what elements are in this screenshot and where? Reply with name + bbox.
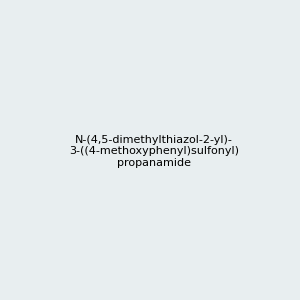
- Text: N-(4,5-dimethylthiazol-2-yl)-
3-((4-methoxyphenyl)sulfonyl)
propanamide: N-(4,5-dimethylthiazol-2-yl)- 3-((4-meth…: [69, 135, 239, 168]
